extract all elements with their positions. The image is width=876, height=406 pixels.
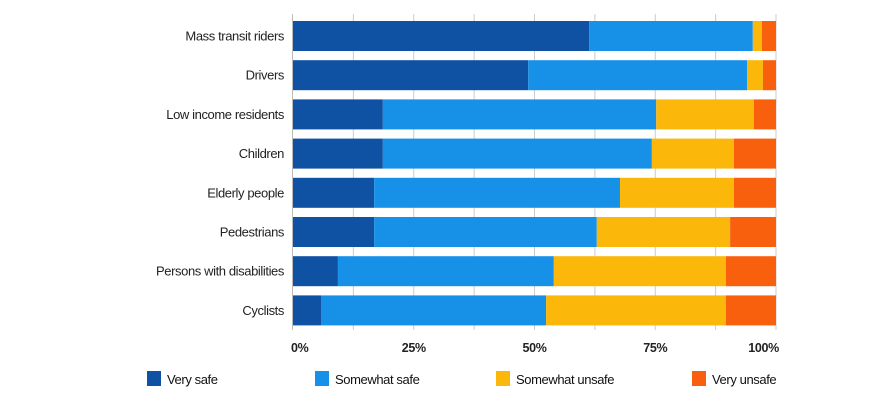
bar-segment-somewhat-unsafe (752, 21, 762, 51)
category-label: Persons with disabilities (156, 264, 285, 279)
legend-label: Somewhat unsafe (516, 372, 614, 387)
bar-segment-somewhat-unsafe (651, 138, 734, 169)
bar-segment-somewhat-safe (528, 60, 748, 91)
bar-segment-very-unsafe (762, 60, 776, 91)
legend-item: Somewhat unsafe (496, 371, 615, 387)
bar-segment-very-unsafe (730, 217, 776, 247)
legend: Very safe Somewhat safe Somewhat unsafe Ver… (147, 371, 777, 387)
x-tick-label: 0% (291, 341, 309, 355)
bar-segment-very-safe (293, 138, 383, 169)
category-label: Mass transit riders (185, 29, 284, 44)
bar-segment-very-safe (293, 99, 383, 130)
bar-segment-somewhat-unsafe (747, 60, 763, 91)
legend-swatch (692, 371, 706, 386)
bar-segment-very-safe (293, 21, 590, 51)
bar-segment-somewhat-unsafe (553, 256, 726, 287)
bar-segment-somewhat-unsafe (619, 177, 734, 208)
bar-segment-very-unsafe (725, 295, 776, 326)
legend-swatch (496, 371, 510, 386)
bar-segment-very-safe (293, 177, 375, 208)
legend-swatch (315, 371, 329, 386)
bar-segment-somewhat-safe (382, 138, 652, 169)
bar-segment-very-safe (293, 295, 322, 326)
category-labels: Mass transit riders Drivers Low income res… (156, 29, 285, 318)
bar-segment-very-unsafe (761, 21, 776, 51)
legend-label: Very safe (167, 372, 218, 387)
legend-item: Somewhat safe (315, 371, 420, 387)
x-tick-labels: 0% 25% 50% 75% 100% (291, 341, 779, 355)
legend-swatch (147, 371, 161, 386)
bar-segment-somewhat-safe (374, 217, 597, 247)
category-label: Pedestrians (220, 225, 285, 240)
bar-segment-somewhat-safe (337, 256, 554, 287)
category-label: Drivers (246, 68, 285, 83)
x-tick-label: 50% (522, 341, 546, 355)
bar-segment-somewhat-safe (589, 21, 753, 51)
category-label: Children (239, 146, 284, 161)
bar-segment-somewhat-unsafe (656, 99, 754, 130)
bar-segment-very-unsafe (725, 256, 776, 287)
legend-item: Very safe (147, 371, 218, 387)
bar-segment-somewhat-safe (374, 177, 620, 208)
bar-segment-very-safe (293, 217, 375, 247)
bars (293, 21, 776, 326)
bar-segment-somewhat-unsafe (546, 295, 726, 326)
legend-label: Very unsafe (712, 372, 776, 387)
legend-item: Very unsafe (692, 371, 777, 387)
category-label: Low income residents (166, 107, 285, 122)
x-tick-label: 25% (402, 341, 426, 355)
category-label: Elderly people (207, 185, 284, 200)
bar-segment-very-safe (293, 60, 529, 91)
category-label: Cyclists (242, 303, 284, 318)
legend-label: Somewhat safe (335, 372, 420, 387)
bar-segment-very-safe (293, 256, 338, 287)
bar-segment-somewhat-unsafe (596, 217, 731, 247)
bar-segment-somewhat-safe (321, 295, 547, 326)
bar-segment-very-unsafe (733, 177, 776, 208)
x-tick-label: 75% (643, 341, 667, 355)
bar-segment-somewhat-safe (382, 99, 657, 130)
bar-segment-very-unsafe (753, 99, 776, 130)
x-tick-label: 100% (748, 341, 779, 355)
bar-segment-very-unsafe (733, 138, 776, 169)
